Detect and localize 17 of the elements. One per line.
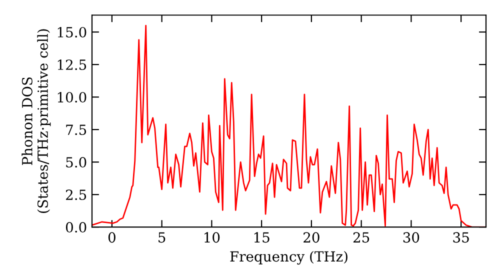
- x-tick-label: 30: [403, 232, 420, 243]
- y-axis-title: Phonon DOS (States/THz·primitive cell): [22, 29, 51, 213]
- y-tick-label: 0.0: [66, 222, 86, 233]
- y-tick-label: 12.5: [58, 60, 86, 70]
- y-tick-label: 5.0: [66, 157, 86, 168]
- x-tick-label: 25: [353, 232, 370, 243]
- y-tick-label: 2.5: [66, 190, 86, 200]
- x-axis-title: Frequency (THz): [230, 250, 348, 265]
- x-tick-label: 5: [158, 232, 166, 243]
- x-tick-label: 0: [108, 232, 116, 243]
- y-tick-label: 7.5: [66, 124, 86, 136]
- x-tick-label: 10: [204, 232, 220, 243]
- y-tick-label: 15.0: [58, 26, 86, 38]
- x-tick-label: 15: [254, 232, 270, 243]
- x-tick-label: 20: [304, 232, 320, 243]
- x-tick-label: 35: [453, 232, 469, 243]
- y-tick-label: 10.0: [58, 92, 86, 103]
